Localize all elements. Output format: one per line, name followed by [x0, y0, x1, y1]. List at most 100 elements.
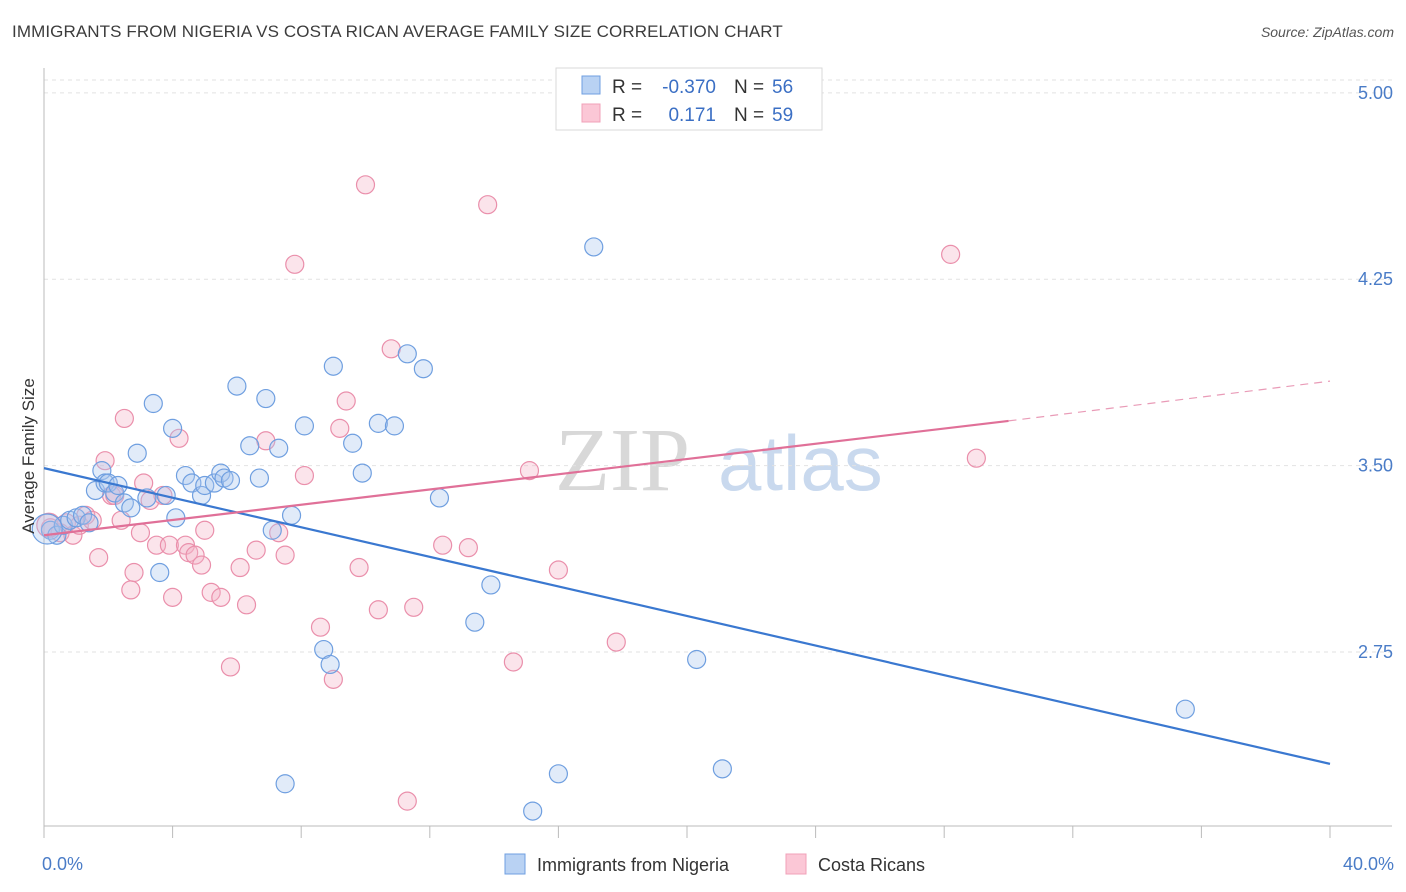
legend-r-value-costa: 0.171 [668, 105, 716, 126]
y-tick-labels: 2.75 3.50 4.25 5.00 [1358, 83, 1393, 662]
nigeria-point [320, 654, 340, 675]
costa-ricans-point [478, 195, 498, 215]
costa-ricans-point [211, 587, 231, 607]
trend-line-nigeria [43, 467, 1331, 765]
nigeria-point [1175, 699, 1195, 719]
nigeria-point [240, 436, 260, 456]
costa-ricans-point [548, 560, 569, 580]
y-tick-label: 2.75 [1358, 642, 1393, 662]
nigeria-point [465, 612, 485, 632]
costa-ricans-point [349, 557, 369, 578]
costa-ricans-point [159, 535, 179, 555]
nigeria-point [523, 801, 543, 821]
legend-r-label-costa: R = [612, 105, 642, 126]
nigeria-point [294, 416, 315, 436]
costa-ricans-point [285, 254, 305, 274]
costa-ricans-point [121, 580, 141, 600]
costa-ricans-point [294, 465, 315, 486]
nigeria-point [127, 443, 147, 463]
chart-title: IMMIGRANTS FROM NIGERIA VS COSTA RICAN A… [12, 22, 783, 41]
costa-ricans-point [191, 555, 212, 575]
x-tick-label-max: 40.0% [1343, 854, 1394, 874]
costa-ricans-point [124, 562, 144, 583]
bottom-legend-label-nigeria: Immigrants from Nigeria [537, 855, 730, 875]
source-label: Source: ZipAtlas.com [1260, 24, 1394, 40]
costa-ricans-point [336, 391, 356, 411]
nigeria-point [249, 468, 270, 488]
costa-ricans-point [404, 597, 424, 617]
costa-ricans-point [89, 547, 109, 568]
costa-ricans-point [310, 617, 331, 637]
nigeria-point [429, 488, 450, 508]
costa-ricans-point [230, 557, 250, 578]
costa-ricans-point [330, 418, 350, 438]
costa-ricans-point [163, 587, 183, 607]
costa-ricans-point [185, 545, 205, 565]
legend-swatch-nigeria [581, 75, 601, 95]
costa-ricans-point [220, 657, 241, 677]
series-nigeria-points [31, 237, 1195, 821]
costa-ricans-point [355, 175, 376, 195]
y-tick-label: 3.50 [1358, 456, 1393, 476]
x-tick-label-min: 0.0% [42, 854, 83, 874]
nigeria-point [92, 461, 112, 481]
nigeria-point [584, 237, 604, 257]
nigeria-point [150, 562, 170, 583]
trend-line-costa-ricans-extension [1008, 380, 1331, 422]
bottom-legend-swatch-nigeria [504, 853, 526, 875]
nigeria-point [481, 575, 501, 595]
costa-ricans-point [966, 448, 986, 468]
axes [43, 68, 1392, 838]
costa-ricans-point [236, 595, 257, 615]
legend-r-label-nigeria: R = [612, 77, 642, 98]
nigeria-point [323, 356, 343, 376]
nigeria-point [163, 418, 183, 438]
costa-ricans-point [323, 669, 343, 689]
costa-ricans-point [458, 538, 478, 558]
nigeria-point [72, 505, 93, 525]
costa-ricans-point [246, 540, 266, 560]
nigeria-point [121, 498, 141, 518]
stats-legend: R = -0.370 N = 56 R = 0.171 N = 59 [555, 67, 823, 131]
y-axis-label: Average Family Size [19, 378, 38, 534]
nigeria-point [143, 393, 163, 414]
costa-ricans-point [519, 461, 540, 481]
costa-ricans-point [130, 523, 151, 543]
legend-n-label-costa: N = [734, 105, 764, 126]
nigeria-point [79, 513, 99, 533]
nigeria-point [256, 388, 276, 409]
nigeria-point [368, 413, 388, 433]
nigeria-point [269, 438, 289, 458]
nigeria-point [712, 759, 732, 779]
y-tick-label: 5.00 [1358, 83, 1393, 103]
watermark-atlas: atlas [718, 419, 883, 507]
legend-n-value-nigeria: 56 [772, 77, 793, 98]
costa-ricans-point [368, 600, 388, 620]
nigeria-point [397, 344, 417, 364]
nigeria-point [227, 376, 247, 396]
nigeria-point [175, 465, 196, 486]
costa-ricans-point-cluster [36, 512, 62, 538]
trend-line-costa-ricans [43, 419, 1009, 537]
costa-ricans-point [381, 339, 401, 359]
nigeria-point [413, 359, 433, 379]
nigeria-point [262, 520, 282, 540]
costa-ricans-point [114, 408, 134, 429]
legend-swatch-costa [581, 103, 601, 123]
costa-ricans-point [275, 545, 295, 565]
nigeria-point [114, 493, 134, 513]
costa-ricans-point [169, 428, 189, 448]
nigeria-point [343, 433, 363, 453]
nigeria-point [352, 463, 372, 483]
nigeria-point [220, 470, 241, 491]
nigeria-point-cluster [31, 513, 63, 545]
costa-ricans-point [201, 582, 221, 602]
nigeria-point [204, 473, 224, 493]
trend-lines [43, 380, 1331, 765]
legend-n-value-costa: 59 [772, 105, 793, 126]
costa-ricans-point [503, 652, 523, 672]
costa-ricans-point [195, 520, 215, 540]
series-legend: Immigrants from Nigeria Costa Ricans [504, 853, 925, 875]
costa-ricans-point [397, 791, 417, 811]
